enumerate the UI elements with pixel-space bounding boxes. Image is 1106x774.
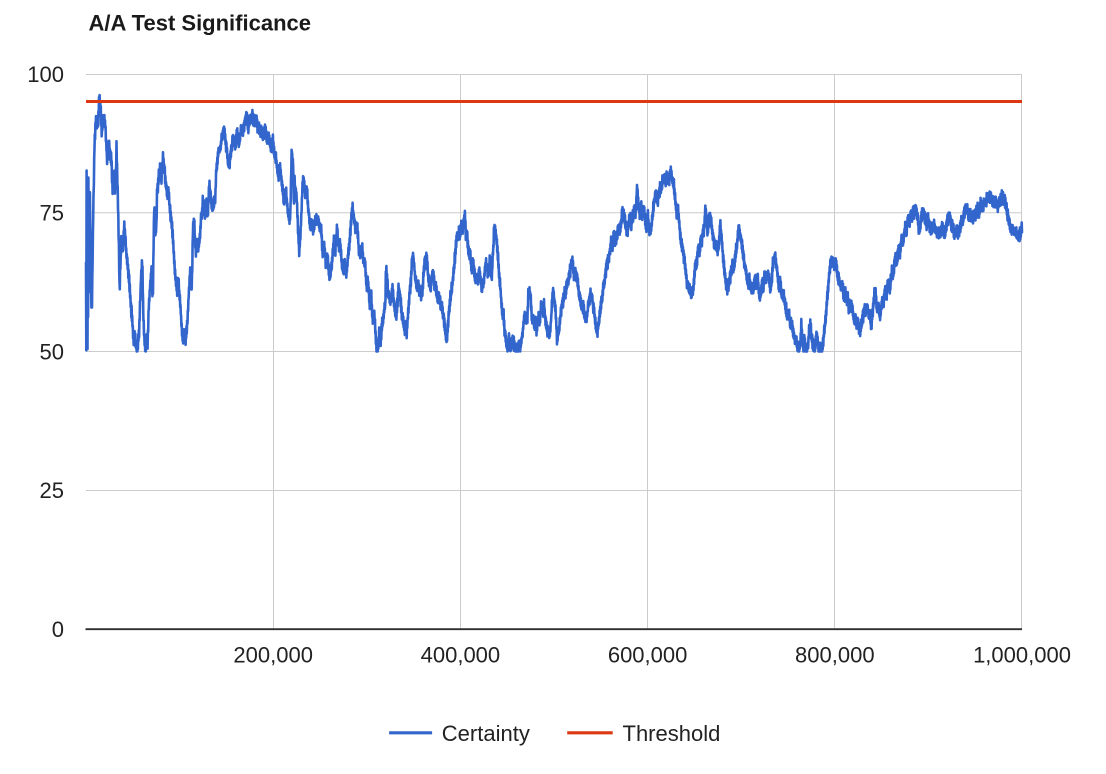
svg-text:600,000: 600,000 — [608, 642, 688, 667]
svg-text:200,000: 200,000 — [233, 642, 313, 667]
svg-text:100: 100 — [27, 62, 64, 87]
svg-text:25: 25 — [40, 478, 64, 503]
svg-text:Threshold: Threshold — [623, 721, 721, 746]
svg-text:1,000,000: 1,000,000 — [973, 642, 1071, 667]
svg-text:A/A Test Significance: A/A Test Significance — [89, 10, 312, 35]
svg-text:75: 75 — [40, 201, 64, 226]
svg-text:800,000: 800,000 — [795, 642, 875, 667]
svg-text:50: 50 — [40, 339, 64, 364]
svg-text:Certainty: Certainty — [442, 721, 530, 746]
svg-text:0: 0 — [52, 617, 64, 642]
svg-text:400,000: 400,000 — [421, 642, 501, 667]
